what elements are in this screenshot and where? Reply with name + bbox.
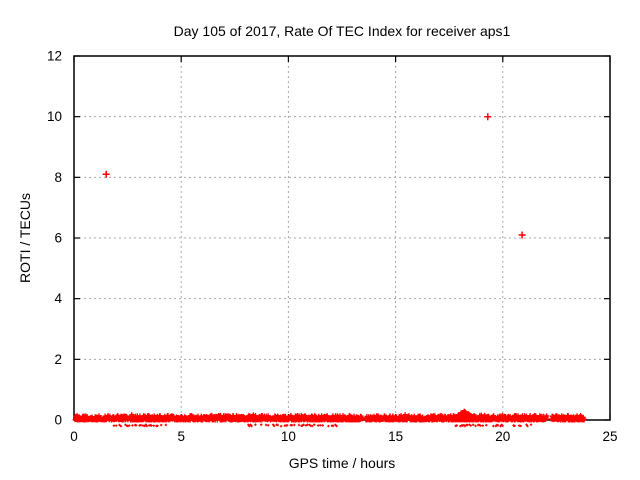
x-tick-label: 0 <box>70 429 78 444</box>
x-tick-labels: 0 5 10 15 20 25 <box>70 429 617 444</box>
y-tick-label: 2 <box>54 352 62 367</box>
x-tick-label: 10 <box>281 429 296 444</box>
y-tick-label: 8 <box>54 170 62 185</box>
outlier-data-points <box>102 113 526 239</box>
x-axis-label: GPS time / hours <box>289 455 396 471</box>
chart-title: Day 105 of 2017, Rate Of TEC Index for r… <box>174 23 511 39</box>
grid-lines <box>74 56 610 420</box>
y-tick-label: 12 <box>47 49 62 64</box>
x-tick-label: 5 <box>177 429 185 444</box>
x-tick-label: 25 <box>602 429 617 444</box>
y-tick-labels: 0 2 4 6 8 10 12 <box>47 49 63 428</box>
y-tick-label: 10 <box>47 109 62 124</box>
baseline-subrow-points <box>112 423 533 428</box>
y-axis-label: ROTI / TECUs <box>17 193 33 283</box>
y-tick-label: 0 <box>54 413 62 428</box>
baseline-data-points <box>72 408 587 423</box>
y-tick-label: 6 <box>54 231 62 246</box>
x-tick-label: 20 <box>495 429 510 444</box>
x-tick-label: 15 <box>388 429 403 444</box>
y-tick-label: 4 <box>54 291 62 306</box>
